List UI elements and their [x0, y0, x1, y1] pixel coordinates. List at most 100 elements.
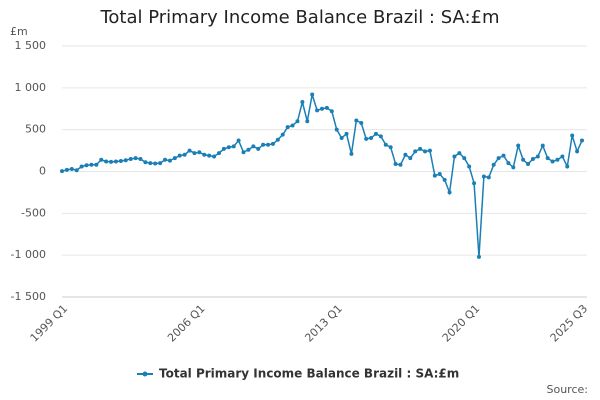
x-tick-label: 1999 Q1 [28, 302, 71, 345]
data-point [452, 154, 457, 159]
x-tick-label: 2020 Q1 [440, 302, 483, 345]
data-point [216, 151, 221, 156]
legend-marker [142, 371, 148, 377]
data-point [153, 161, 158, 166]
data-point [187, 148, 192, 153]
data-point [344, 131, 349, 136]
data-point [364, 136, 369, 141]
data-point [246, 147, 251, 152]
data-point [393, 161, 398, 166]
data-point [359, 120, 364, 125]
data-point [457, 151, 462, 156]
data-point [565, 164, 570, 169]
data-point [113, 159, 118, 164]
data-point [84, 163, 89, 168]
data-point [177, 153, 182, 158]
data-point [432, 173, 437, 178]
data-point [231, 144, 236, 149]
data-point [315, 108, 320, 113]
data-point [163, 157, 168, 162]
data-point [275, 137, 280, 142]
data-point [104, 159, 109, 164]
data-point [476, 254, 481, 259]
data-point [295, 119, 300, 124]
data-point [467, 164, 472, 169]
series-line [61, 94, 583, 257]
data-point [373, 131, 378, 136]
data-point [280, 132, 285, 137]
x-tick-label: 2013 Q1 [302, 302, 345, 345]
data-point [555, 157, 560, 162]
data-point [251, 144, 256, 149]
data-point [526, 161, 531, 166]
data-point [570, 133, 575, 138]
data-point [550, 159, 555, 164]
data-point [89, 162, 94, 167]
data-point [138, 156, 143, 161]
data-point [427, 148, 432, 153]
data-point [192, 151, 197, 156]
data-point [447, 190, 452, 195]
source: Source: [547, 383, 589, 396]
data-point [167, 158, 172, 163]
data-point [418, 146, 423, 151]
data-point [472, 181, 477, 186]
data-point [99, 157, 104, 162]
data-point [310, 92, 315, 97]
data-point [334, 127, 339, 132]
data-point [491, 162, 496, 167]
data-point [118, 159, 123, 164]
data-point [329, 109, 334, 114]
data-point [575, 149, 580, 154]
data-point [320, 106, 324, 111]
data-point [442, 177, 447, 182]
data-point [580, 138, 584, 143]
data-point [354, 118, 359, 123]
x-tick-label: 2025 Q3 [548, 302, 591, 345]
data-point [270, 141, 275, 146]
data-point [261, 142, 266, 147]
data-point [285, 125, 290, 130]
data-point [94, 162, 99, 167]
data-point [202, 152, 207, 157]
y-tick-label: -1 000 [11, 248, 46, 261]
legend-label: Total Primary Income Balance Brazil : SA… [159, 367, 459, 381]
y-tick-label: 1 000 [15, 81, 47, 94]
data-point [158, 161, 163, 166]
data-point [148, 161, 153, 166]
data-point [143, 160, 148, 165]
data-point [300, 100, 305, 105]
data-point [182, 152, 187, 157]
data-point [501, 153, 506, 158]
data-point [423, 149, 428, 154]
data-point [212, 154, 217, 159]
data-point [413, 149, 418, 154]
data-point [437, 172, 442, 177]
data-point [462, 156, 467, 161]
data-point [408, 156, 413, 161]
data-point [516, 143, 521, 148]
data-point [226, 145, 231, 150]
data-point [339, 136, 344, 141]
data-point [349, 151, 354, 156]
data-point [403, 152, 408, 157]
y-tick-label: -1 500 [11, 290, 46, 303]
y-unit: £m [10, 25, 28, 38]
data-point [324, 105, 329, 110]
data-point [305, 119, 310, 124]
data-point [64, 167, 69, 172]
data-point [128, 156, 133, 161]
data-point [540, 143, 545, 148]
y-tick-label: 0 [39, 165, 46, 178]
data-point [481, 174, 486, 179]
data-point [290, 123, 295, 128]
data-point [74, 168, 79, 173]
data-point [69, 166, 74, 171]
data-point [486, 175, 491, 180]
data-point [383, 142, 388, 147]
data-point [511, 165, 516, 170]
data-point [133, 156, 138, 161]
data-point [221, 146, 226, 151]
y-tick-label: 500 [25, 123, 46, 136]
data-point [207, 153, 212, 158]
